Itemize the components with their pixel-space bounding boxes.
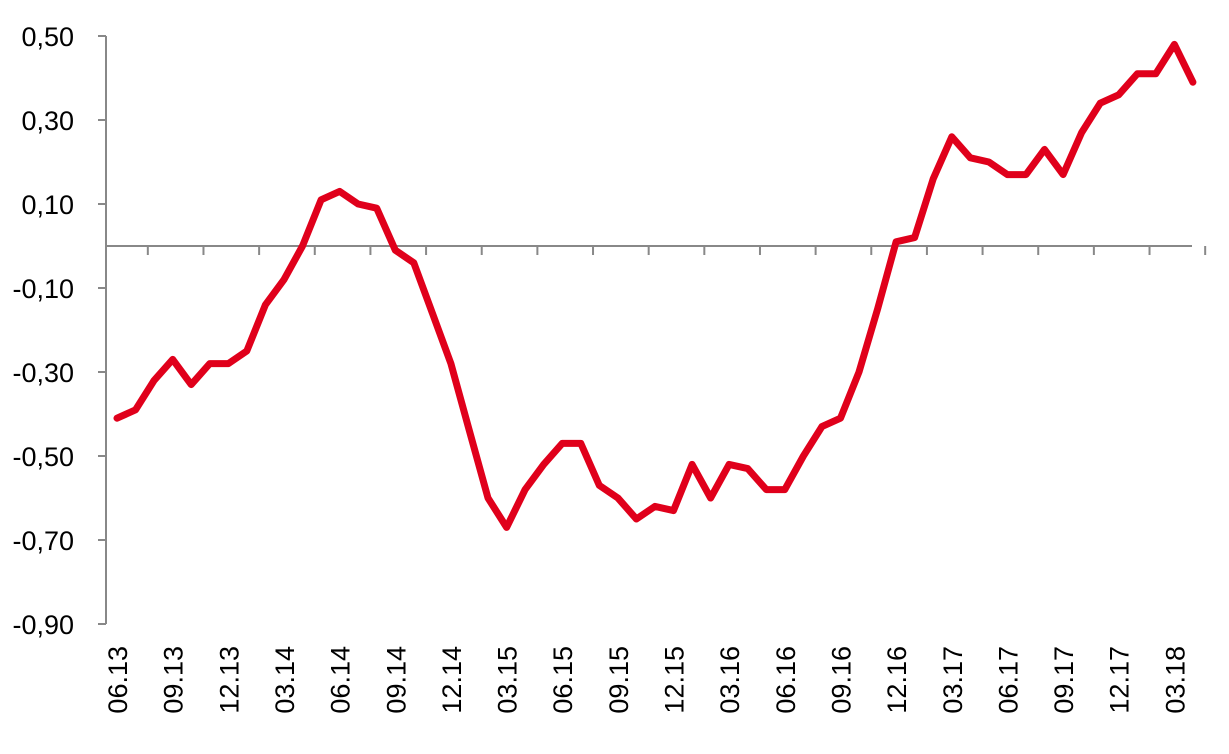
x-tick-label: 12.14 [437,646,467,714]
x-tick-label: 06.15 [548,646,578,714]
series-line [113,40,1197,531]
y-axis [98,35,107,625]
x-tick-label: 09.17 [1049,646,1079,714]
x-tick-label: 12.13 [214,646,244,714]
x-tick-label: 06.14 [326,646,356,714]
x-axis [106,245,1207,255]
series-group [113,40,1197,531]
x-tick-label: 09.14 [381,646,411,714]
x-tick-label: 12.15 [660,646,690,714]
y-axis-tick-labels: 0,50 0,30 0,10 -0,10 -0,30 -0,50 -0,70 -0,90 [12,22,74,640]
y-tick-label: -0,70 [12,526,74,556]
x-tick-label: 03.18 [1160,646,1190,714]
y-tick-label: 0,30 [21,106,74,136]
y-tick-label: 0,10 [21,190,74,220]
x-axis-tick-labels: 06.13 09.13 12.13 03.14 06.14 09.14 12.14 03.15… [103,646,1190,714]
x-tick-label: 09.13 [159,646,189,714]
x-tick-label: 03.14 [270,646,300,714]
x-tick-label: 03.17 [938,646,968,714]
y-tick-label: 0,50 [21,22,74,52]
x-tick-label: 03.16 [715,646,745,714]
x-tick-label: 09.16 [826,646,856,714]
x-tick-label: 09.15 [604,646,634,714]
x-tick-label: 06.16 [771,646,801,714]
x-tick-label: 03.15 [493,646,523,714]
x-tick-label: 12.16 [882,646,912,714]
y-tick-label: -0,10 [12,274,74,304]
y-tick-label: -0,30 [12,358,74,388]
x-tick-label: 06.13 [103,646,133,714]
x-tick-label: 06.17 [993,646,1023,714]
y-tick-label: -0,50 [12,442,74,472]
x-tick-label: 12.17 [1105,646,1135,714]
y-tick-label: -0,90 [12,610,74,640]
